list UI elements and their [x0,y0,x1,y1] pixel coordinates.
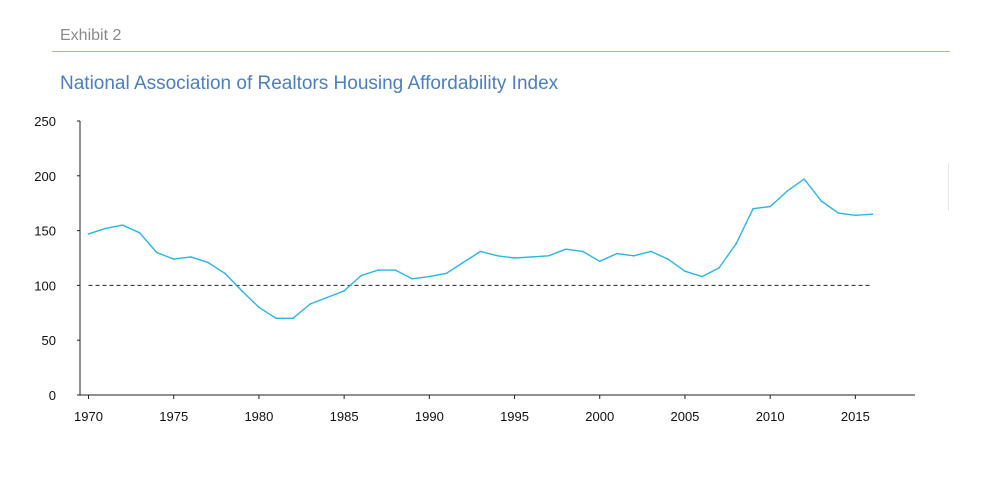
x-tick-label: 2015 [841,409,870,424]
data-point [616,252,618,255]
data-point [360,274,363,277]
data-point [377,269,380,271]
data-point [598,260,601,263]
exhibit-label: Exhibit 2 [60,27,122,44]
data-point [172,258,175,260]
y-tick-label: 150 [34,224,56,239]
y-tick-label: 50 [42,333,56,348]
data-point [121,224,124,226]
data-point [462,261,465,264]
data-point [496,255,499,257]
data-point [820,200,823,202]
data-point [309,303,311,305]
header-divider [52,51,950,52]
y-axis-ticks [77,120,80,396]
data-point [155,251,158,254]
data-point [258,306,260,309]
data-point [701,275,703,278]
data-point [513,257,516,259]
x-tick-label: 2005 [670,409,699,424]
data-point [428,275,431,278]
x-tick-label: 1980 [244,409,273,424]
edge-mark [948,163,949,211]
chart-title: National Association of Realtors Housing… [60,73,559,94]
data-point [207,261,209,264]
data-point [564,248,567,250]
data-point [769,205,771,208]
x-tick-label: 2000 [585,409,614,424]
data-point [224,272,226,275]
y-tick-label: 100 [34,278,56,293]
data-point [735,243,737,245]
data-point [190,256,192,258]
data-point [241,290,243,292]
data-point [394,269,397,271]
data-point [837,212,840,214]
y-tick-label: 200 [34,169,56,184]
x-tick-label: 1975 [159,409,188,424]
x-tick-label: 1995 [500,409,529,424]
data-point [871,213,874,215]
data-point [292,317,294,320]
data-point [752,207,754,210]
data-point [718,267,720,269]
data-point [138,232,141,234]
data-point [87,233,90,235]
data-point [547,255,550,257]
series-line [88,178,873,319]
x-tick-label: 1985 [330,409,359,424]
data-point [479,250,482,253]
data-point [803,178,805,180]
data-point [650,250,652,253]
x-tick-label: 1990 [415,409,444,424]
data-point [275,317,277,320]
data-point [854,214,857,217]
data-point [411,278,414,280]
data-point [684,270,686,273]
data-point [104,227,107,230]
data-point [667,258,669,260]
x-axis-tick-labels: 1970 1975 1980 1985 1990 1995 2000 2005 2010 2015 [74,409,870,424]
x-tick-label: 2010 [756,409,785,424]
data-point [326,296,328,299]
data-point [786,190,788,192]
data-point [445,272,448,275]
y-tick-label: 250 [34,114,56,129]
data-point [343,290,345,292]
x-tick-label: 1970 [74,409,103,424]
y-axis-tick-labels: 0 50 100 150 200 250 [34,114,56,403]
y-tick-label: 0 [49,388,56,403]
data-point [581,250,584,253]
data-point [633,255,635,257]
series-group [87,178,874,320]
data-point [530,256,533,258]
x-axis-ticks [88,395,856,399]
